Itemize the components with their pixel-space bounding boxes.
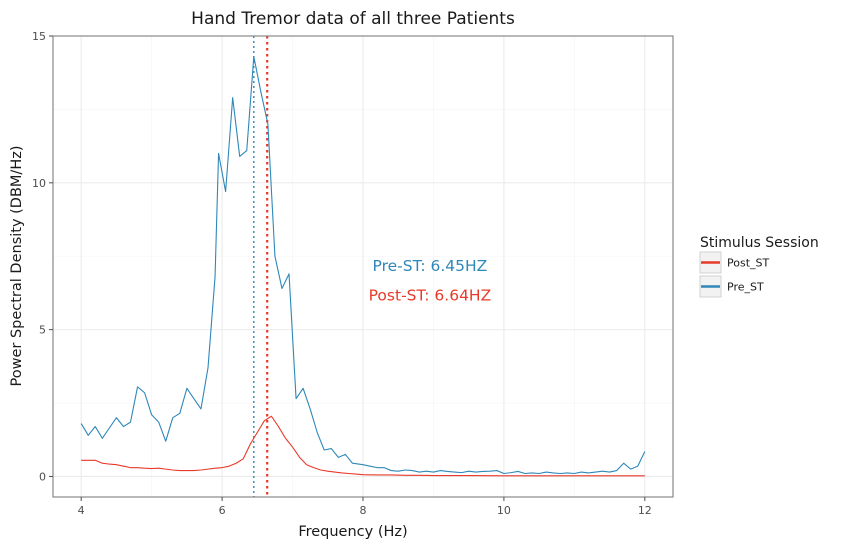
y-tick-label: 5 xyxy=(39,324,46,337)
legend-item-pre-st: Pre_ST xyxy=(699,275,764,298)
legend-item-post-st: Post_ST xyxy=(699,251,769,274)
peak-annotations: Pre-ST: 6.45HZ Post-ST: 6.64HZ xyxy=(369,257,492,304)
x-tick-label: 10 xyxy=(497,504,511,517)
plot-panel: Pre-ST: 6.45HZ Post-ST: 6.64HZ xyxy=(52,35,674,498)
y-axis-label: Power Spectral Density (DBM/Hz) xyxy=(9,146,25,387)
legend-label: Post_ST xyxy=(727,257,769,270)
series-lines xyxy=(80,55,646,477)
series-line-pre-st xyxy=(80,55,646,475)
y-tick-label: 15 xyxy=(32,30,46,43)
grid-lines xyxy=(53,35,673,497)
y-axis: 0 5 10 15 xyxy=(32,30,53,483)
x-tick-label: 8 xyxy=(360,504,367,517)
x-tick-label: 12 xyxy=(638,504,652,517)
annotation-pre-st: Pre-ST: 6.45HZ xyxy=(373,257,488,275)
x-tick-label: 4 xyxy=(78,504,85,517)
y-tick-label: 0 xyxy=(39,470,46,483)
legend-title: Stimulus Session xyxy=(700,235,819,251)
peak-frequency-lines xyxy=(253,36,269,497)
legend: Stimulus Session Post_ST Pre_ST xyxy=(699,235,819,298)
y-tick-label: 10 xyxy=(32,177,46,190)
chart-title: Hand Tremor data of all three Patients xyxy=(191,9,515,29)
legend-label: Pre_ST xyxy=(727,281,764,294)
x-axis: 4 6 8 10 12 xyxy=(78,497,652,517)
annotation-post-st: Post-ST: 6.64HZ xyxy=(369,286,492,304)
series-line-post-st xyxy=(81,415,645,477)
x-axis-label: Frequency (Hz) xyxy=(298,524,407,540)
x-tick-label: 6 xyxy=(219,504,226,517)
